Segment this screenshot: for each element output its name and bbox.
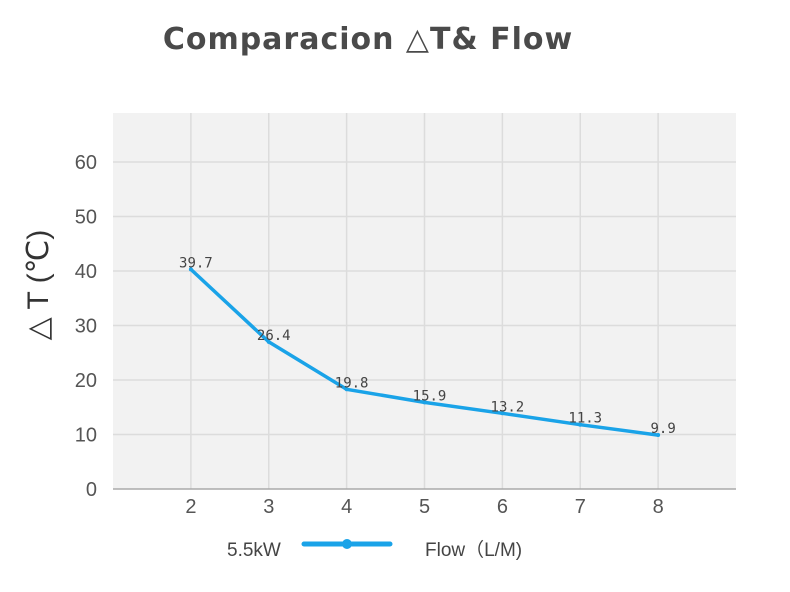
plot-area bbox=[113, 113, 736, 490]
data-point bbox=[500, 411, 505, 416]
y-tick-label: 0 bbox=[86, 479, 97, 501]
data-labels: 39.7 26.4 19.8 15.9 13.2 11.3 9.9 bbox=[179, 255, 676, 437]
y-tick-label: 50 bbox=[75, 207, 97, 229]
y-tick-label: 10 bbox=[75, 425, 97, 447]
data-point bbox=[578, 422, 583, 427]
data-label: 19.8 bbox=[335, 375, 369, 391]
data-point bbox=[266, 339, 271, 344]
x-tick-label: 8 bbox=[653, 496, 664, 518]
x-tick-label: 2 bbox=[185, 496, 196, 518]
legend-marker-swatch bbox=[342, 539, 352, 549]
data-label: 9.9 bbox=[650, 421, 675, 437]
y-axis-label: △ T (℃) bbox=[22, 230, 55, 341]
y-tick-label: 40 bbox=[75, 261, 97, 283]
x-tick-label: 5 bbox=[419, 496, 430, 518]
data-label: 13.2 bbox=[491, 399, 525, 415]
y-tick-label: 60 bbox=[75, 152, 97, 174]
data-label: 39.7 bbox=[179, 255, 213, 271]
chart-title: Comparacion △T& Flow bbox=[162, 22, 574, 57]
y-tick-label: 30 bbox=[75, 316, 97, 338]
x-tick-label: 4 bbox=[341, 496, 352, 518]
data-point bbox=[656, 433, 661, 438]
y-axis-ticks: 0 10 20 30 40 50 60 bbox=[75, 152, 97, 501]
data-label: 26.4 bbox=[257, 328, 291, 344]
y-tick-label: 20 bbox=[75, 370, 97, 392]
legend: 5.5kW Flow（L/M) bbox=[227, 539, 522, 561]
x-axis-label: Flow（L/M) bbox=[425, 539, 522, 561]
x-tick-label: 3 bbox=[263, 496, 274, 518]
x-tick-label: 7 bbox=[575, 496, 586, 518]
data-point bbox=[344, 387, 349, 392]
series-layer bbox=[188, 267, 661, 438]
data-point bbox=[422, 400, 427, 405]
legend-series-name: 5.5kW bbox=[227, 540, 281, 561]
data-point bbox=[188, 267, 193, 272]
x-axis-ticks: 2 3 4 5 6 7 8 bbox=[185, 496, 663, 518]
data-label: 15.9 bbox=[413, 388, 447, 404]
data-label: 11.3 bbox=[568, 411, 602, 427]
x-tick-label: 6 bbox=[497, 496, 508, 518]
